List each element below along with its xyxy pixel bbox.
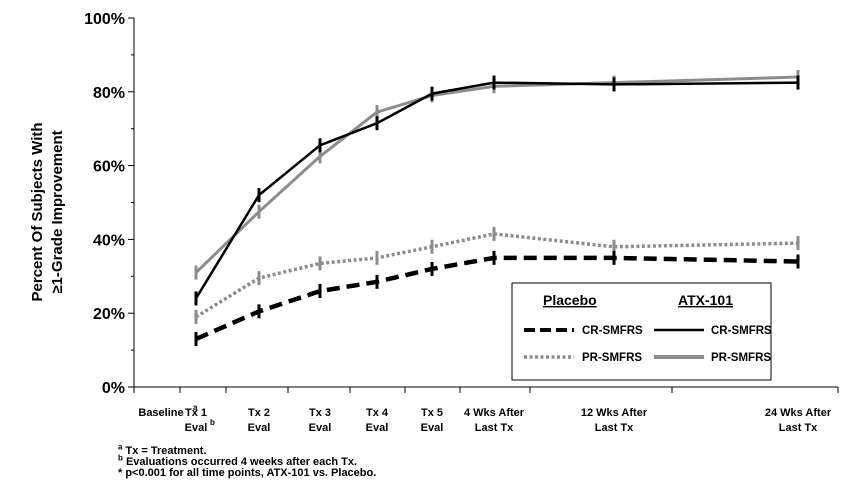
x-tick-superscript-b: b	[210, 418, 215, 427]
footnote-b-text: Evaluations occurred 4 weeks after each …	[125, 456, 358, 468]
series-line-atx101-crsmfrs	[194, 81, 799, 300]
legend-header-atx101: ATX-101	[678, 292, 733, 308]
legend-label-placebo-pr: PR-SMFRS	[582, 352, 642, 364]
legend-header-placebo: Placebo	[543, 292, 597, 308]
y-tick-label: 80%	[93, 85, 125, 102]
x-tick-label-line2: Last Tx	[779, 422, 818, 434]
x-tick-label-line1: Tx 1	[185, 407, 207, 419]
x-tick-label-line2: Eval	[185, 422, 208, 434]
legend-label-atx-cr: CR-SMFRS	[711, 325, 772, 337]
x-tick-label-line1: 4 Wks After	[464, 407, 525, 419]
x-tick-label-line2: Eval	[421, 422, 444, 434]
x-ticks: Baseline Tx 1 Eval a b Tx 2 Eval Tx 3 Eval Tx 4 Ev…	[133, 387, 839, 434]
x-tick-label-line2: Eval	[248, 422, 271, 434]
x-tick-label-line2: Last Tx	[475, 422, 514, 434]
y-tick-label: 0%	[102, 380, 125, 397]
x-tick-label-line1: Tx 4	[366, 407, 389, 419]
series-layer	[194, 70, 800, 347]
footnote-b: b Evaluations occurred 4 weeks after eac…	[118, 454, 358, 468]
x-tick-label-line1: Tx 3	[309, 407, 331, 419]
series-line-atx101-prsmfrs	[194, 75, 799, 274]
x-tick-label-line1: 12 Wks After	[581, 407, 648, 419]
x-tick-label-line2: Last Tx	[595, 422, 634, 434]
x-tick-label-line2: Eval	[366, 422, 389, 434]
x-tick-label-line1: Tx 2	[248, 407, 270, 419]
y-axis-title-line2: ≥1-Grade Improvement	[49, 130, 66, 293]
x-tick-superscript-a: a	[193, 403, 198, 412]
x-tick-label-line1: 24 Wks After	[765, 407, 832, 419]
legend: Placebo ATX-101 CR-SMFRS CR-SMFRS PR-SMF…	[511, 282, 772, 381]
footnote-b-mark: b	[118, 453, 123, 463]
series-line-placebo-prsmfrs	[195, 232, 799, 319]
y-axis-title-line1: Percent Of Subjects With	[29, 122, 46, 301]
footnote-star-text: * p<0.001 for all time points, ATX-101 v…	[118, 467, 377, 479]
x-tick-label-line2: Eval	[309, 422, 332, 434]
x-tick-label-line1: Baseline	[138, 407, 183, 419]
footnote-a-mark: a	[118, 442, 123, 452]
y-ticks: 0% 20% 40% 60% 80% 100%	[84, 11, 134, 397]
legend-label-atx-pr: PR-SMFRS	[711, 352, 771, 364]
y-tick-label: 60%	[93, 159, 125, 176]
x-tick-label-line1: Tx 5	[421, 407, 443, 419]
legend-label-placebo-cr: CR-SMFRS	[582, 325, 643, 337]
legend-box	[511, 282, 772, 381]
footnote-a: a Tx = Treatment.	[118, 443, 207, 457]
y-tick-label: 100%	[84, 11, 125, 28]
series-line-placebo-crsmfrs	[195, 255, 799, 342]
y-tick-label: 40%	[93, 232, 125, 249]
footnote-star: * p<0.001 for all time points, ATX-101 v…	[118, 468, 376, 479]
footnote-a-text: Tx = Treatment.	[125, 445, 207, 457]
y-tick-label: 20%	[93, 306, 125, 323]
